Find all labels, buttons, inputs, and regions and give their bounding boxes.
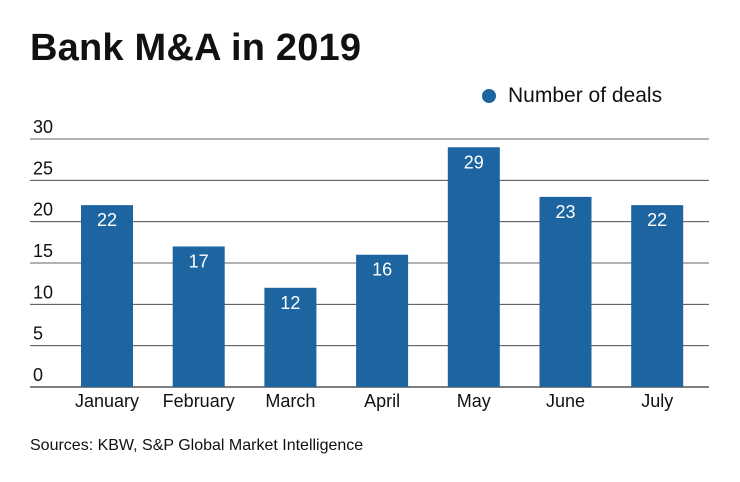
bar xyxy=(264,287,317,387)
bar xyxy=(539,196,592,387)
bar xyxy=(631,205,684,387)
bar xyxy=(356,254,409,387)
bar xyxy=(81,205,133,387)
y-tick-label: 15 xyxy=(33,241,53,261)
bar xyxy=(447,147,500,387)
chart-legend: Number of deals xyxy=(482,84,662,108)
x-tick-label: June xyxy=(546,391,585,411)
x-tick-label: April xyxy=(364,391,400,411)
y-tick-label: 20 xyxy=(33,200,53,220)
x-tick-label: February xyxy=(163,391,235,411)
y-tick-label: 30 xyxy=(33,117,53,137)
chart-title: Bank M&A in 2019 xyxy=(30,27,362,69)
data-label: 16 xyxy=(372,260,392,280)
y-tick-label: 0 xyxy=(33,365,43,385)
data-label: 12 xyxy=(280,293,300,313)
x-tick-label: May xyxy=(457,391,491,411)
data-label: 22 xyxy=(97,210,117,230)
x-tick-label: January xyxy=(75,391,139,411)
bar-layer: 22 17 12 16 29 23 22 xyxy=(81,147,684,387)
legend-label: Number of deals xyxy=(508,84,663,107)
x-tick-label: March xyxy=(265,391,315,411)
data-label: 22 xyxy=(647,210,667,230)
x-axis-ticks: January February March April May June July xyxy=(75,391,673,411)
y-tick-label: 5 xyxy=(33,324,43,344)
data-label: 29 xyxy=(464,152,484,172)
source-note: Sources: KBW, S&P Global Market Intellig… xyxy=(30,437,364,454)
bar xyxy=(172,246,225,387)
y-tick-label: 10 xyxy=(33,282,53,302)
y-tick-label: 25 xyxy=(33,158,53,178)
x-tick-label: July xyxy=(641,391,673,411)
data-label: 23 xyxy=(555,202,575,222)
legend-swatch xyxy=(482,89,496,103)
data-label: 17 xyxy=(189,251,209,271)
y-axis-ticks: 0 5 10 15 20 25 30 xyxy=(33,117,53,385)
